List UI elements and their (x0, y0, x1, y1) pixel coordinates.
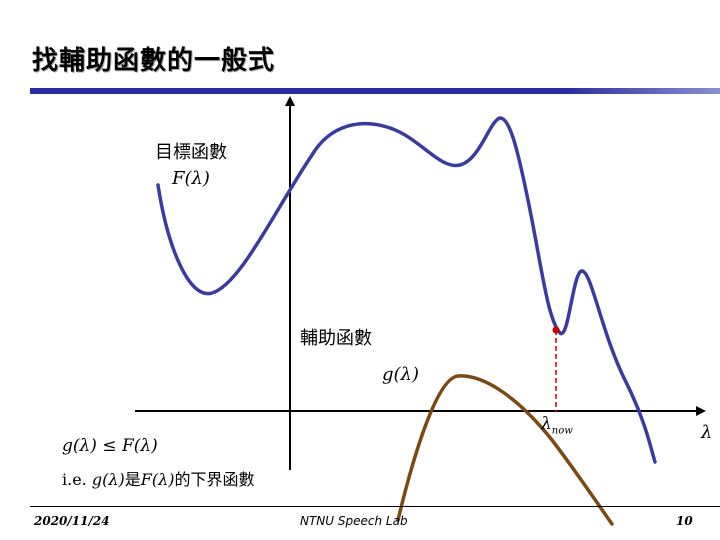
auxiliary-symbol: g(λ) (382, 364, 419, 385)
lambda-now-label: λnow (541, 414, 573, 436)
slide-title: 找輔助函數的一般式 (32, 46, 276, 76)
vertical-axis-arrow (285, 96, 295, 106)
objective-symbol: F(λ) (172, 168, 210, 189)
horizontal-axis-arrow (696, 406, 706, 416)
lambda-now-symbol: λ (541, 414, 552, 434)
footer-page-number: 10 (676, 514, 693, 528)
objective-curve (156, 116, 657, 464)
auxiliary-curve (396, 374, 614, 526)
ie-prefix: i.e. (62, 470, 92, 489)
footer-divider (30, 506, 720, 507)
axis-lambda-label: λ (701, 422, 713, 443)
lower-bound-statement: i.e. g(λ)是F(λ)的下界函數 (62, 466, 254, 490)
ie-F-symbol: F(λ) (140, 470, 175, 489)
objective-label: 目標函數 (155, 142, 227, 163)
inequality-text: g(λ) ≤ F(λ) (62, 436, 158, 456)
ie-g-symbol: g(λ) (91, 470, 125, 489)
ie-is: 是 (124, 470, 141, 489)
ie-suffix: 的下界函數 (174, 470, 255, 489)
title-underline-bar (30, 88, 720, 94)
tangent-point-marker (552, 326, 560, 334)
auxiliary-label: 輔助函數 (300, 328, 372, 349)
footer-lab: NTNU Speech Lab (300, 514, 408, 528)
lambda-now-subscript: now (551, 425, 573, 437)
footer-date: 2020/11/24 (34, 514, 110, 528)
